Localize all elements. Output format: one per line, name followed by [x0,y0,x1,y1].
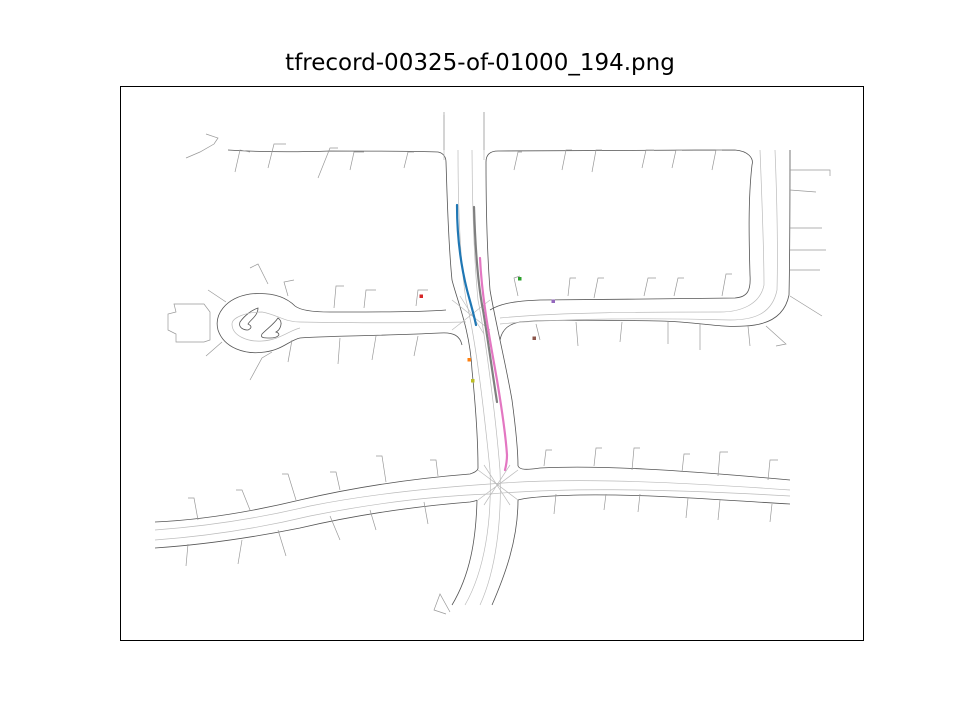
sw-road-top-edge [155,468,478,522]
agent-marker [471,379,475,383]
driveways [168,112,830,614]
lane-east-curve-1 [500,150,764,318]
lane-se-1 [490,481,790,490]
cul-de-sac-island-right [261,318,281,338]
agent-marker [533,337,537,341]
agent-marker [518,277,522,281]
agent-marker [420,295,424,299]
ns-road-right-edge-south [492,500,518,605]
agent-marker [468,358,472,362]
sw-road-bottom-edge [155,500,477,548]
lane-west-1 [232,312,466,341]
agent-marker [552,300,556,304]
lane-sw-2 [155,494,490,540]
road-edges [155,150,790,605]
trajectory-pink [480,258,507,470]
crosswalk-lines-south [478,465,518,505]
se-road-bottom-edge [518,495,790,504]
north-road-right-top-edge [486,150,752,310]
east-road-outer-edge [500,150,790,340]
se-road-top-edge [518,466,790,480]
lane-centerlines [155,112,790,605]
ns-road-right-edge [486,162,518,466]
cul-de-sac-island-left [240,308,258,330]
ns-road-left-edge-south [452,500,477,605]
